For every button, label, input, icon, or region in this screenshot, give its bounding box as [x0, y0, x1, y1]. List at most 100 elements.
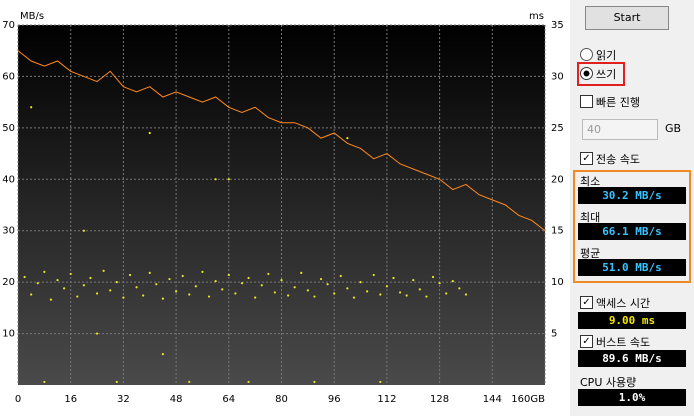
access-point: [359, 281, 362, 284]
access-point: [293, 286, 296, 289]
access-point: [379, 380, 382, 384]
access-point: [326, 283, 329, 286]
access-point: [405, 294, 408, 297]
access-point: [412, 278, 415, 282]
access-point: [128, 273, 132, 277]
chart: MB/s ms 0 16 32 48 64 80 96 112 128 144 160GB 10 20 3…: [0, 0, 570, 416]
burst-value: 89.6 MB/s: [578, 350, 686, 367]
size-input[interactable]: 40: [582, 119, 658, 140]
access-point: [346, 287, 349, 290]
x-tick-label: 144: [483, 394, 502, 405]
access-point: [313, 380, 316, 384]
access-point: [227, 273, 230, 277]
access-point: [82, 284, 85, 287]
x-tick-label: 16: [64, 394, 77, 405]
access-point: [333, 292, 336, 295]
access-point: [194, 285, 197, 288]
burst-checkbox[interactable]: ✓: [580, 335, 593, 348]
access-point: [346, 137, 349, 140]
access-point: [339, 274, 342, 278]
access-point: [30, 293, 33, 296]
x-tick-label: 96: [328, 394, 341, 405]
access-point: [352, 296, 356, 299]
access-point: [155, 283, 158, 286]
access-point: [95, 332, 99, 335]
access-point: [280, 278, 283, 282]
access-point: [260, 284, 263, 287]
access-point: [188, 293, 191, 296]
access-point: [392, 276, 395, 280]
access-point: [76, 295, 79, 298]
burst-label: 버스트 속도: [596, 336, 651, 349]
access-point: [109, 289, 112, 292]
access-checkbox[interactable]: ✓: [580, 296, 593, 309]
access-point: [366, 290, 369, 293]
y2-tick-label: 30: [551, 71, 564, 82]
access-point: [286, 294, 290, 297]
access-point: [115, 380, 118, 384]
access-point: [175, 290, 178, 293]
access-point: [49, 298, 53, 301]
access-point: [319, 277, 323, 281]
start-button[interactable]: Start: [585, 6, 669, 30]
access-point: [115, 281, 118, 284]
y-tick-label: 40: [2, 174, 15, 185]
access-point: [418, 288, 421, 291]
access-point: [306, 289, 309, 292]
access-label: 액세스 시간: [596, 297, 651, 310]
access-point: [30, 106, 33, 109]
y2-tick-label: 35: [551, 20, 564, 31]
y2-tick-label: 15: [551, 226, 564, 237]
access-point: [221, 288, 224, 291]
access-point: [247, 276, 250, 280]
access-point: [188, 380, 191, 384]
min-value: 30.2 MB/s: [578, 187, 686, 204]
avg-value: 51.0 MB/s: [578, 259, 686, 276]
y-tick-label: 30: [2, 226, 15, 237]
access-point: [181, 274, 184, 278]
read-label: 읽기: [596, 49, 617, 62]
x-tick-label: 128: [430, 394, 449, 405]
x-tick-label: 48: [170, 394, 183, 405]
y2-unit: ms: [529, 11, 544, 22]
y-tick-label: 50: [2, 123, 15, 134]
transfer-checkbox[interactable]: ✓: [580, 152, 593, 165]
access-point: [431, 275, 435, 279]
y-tick-label: 60: [2, 71, 15, 82]
x-tick-label: 112: [377, 394, 396, 405]
access-point: [36, 282, 39, 285]
access-point: [69, 272, 72, 276]
y-tick-label: 10: [2, 329, 15, 340]
access-point: [56, 278, 59, 282]
y-tick-label: 20: [2, 277, 15, 288]
access-point: [267, 272, 270, 276]
write-label: 쓰기: [596, 68, 617, 81]
access-point: [95, 292, 99, 295]
access-point: [161, 353, 165, 356]
access-point: [273, 291, 277, 294]
access-point: [122, 296, 125, 299]
access-point: [313, 295, 316, 298]
x-tick-label: 160GB: [511, 394, 545, 405]
y2-tick-label: 20: [551, 174, 564, 185]
access-point: [240, 282, 244, 285]
access-point: [254, 296, 257, 299]
transfer-line: [17, 50, 546, 232]
x-tick-label: 32: [117, 394, 130, 405]
radio-write[interactable]: [580, 67, 593, 80]
access-point: [207, 295, 211, 298]
min-label: 최소: [580, 175, 601, 188]
quick-checkbox[interactable]: [580, 95, 593, 108]
cpu-label: CPU 사용량: [580, 376, 637, 389]
access-value: 9.00 ms: [578, 312, 686, 329]
radio-read[interactable]: [580, 48, 593, 61]
access-point: [89, 276, 92, 280]
access-point: [43, 380, 46, 384]
access-point: [161, 297, 165, 300]
access-point: [168, 277, 171, 281]
access-point: [227, 178, 230, 181]
access-point: [300, 271, 303, 274]
x-tick-label: 64: [222, 394, 235, 405]
access-point: [379, 293, 382, 296]
